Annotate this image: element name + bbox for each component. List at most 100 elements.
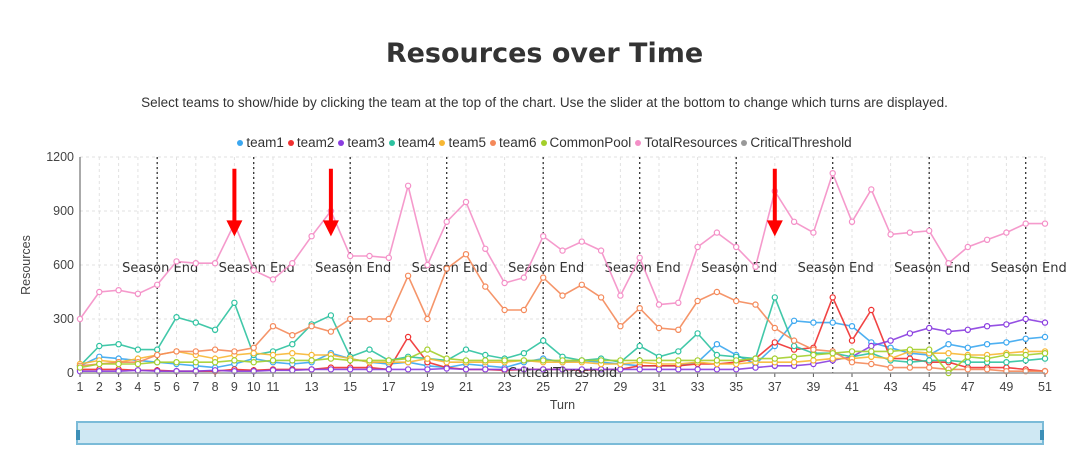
- series-team3: [76, 315, 1049, 375]
- data-point-team3: [926, 324, 933, 332]
- data-point-team5: [289, 350, 296, 357]
- legend-dot-icon: [439, 140, 446, 147]
- turn-range-slider[interactable]: [76, 421, 1044, 445]
- x-tick-label: 41: [845, 380, 859, 394]
- data-point-team6: [250, 344, 257, 351]
- legend-item-team5[interactable]: team5: [439, 135, 486, 150]
- data-point-team3: [1003, 321, 1010, 328]
- data-point-team1: [848, 323, 856, 330]
- data-point-team3: [578, 366, 586, 373]
- x-tick-label: 3: [115, 380, 122, 394]
- data-point-team3: [906, 330, 914, 337]
- legend-label: team4: [397, 135, 436, 150]
- data-point-CommonPool: [1041, 350, 1049, 357]
- legend-label: team6: [498, 135, 537, 150]
- data-point-team2: [848, 337, 856, 344]
- data-point-TotalResources: [829, 169, 836, 177]
- data-point-TotalResources: [308, 232, 315, 240]
- data-point-team6: [501, 306, 508, 314]
- data-point-TotalResources: [289, 260, 296, 267]
- data-point-team6: [424, 315, 431, 323]
- data-point-TotalResources: [76, 315, 84, 323]
- data-point-CommonPool: [906, 346, 914, 353]
- data-point-team3: [617, 366, 624, 373]
- data-point-TotalResources: [250, 267, 257, 274]
- data-point-CommonPool: [559, 357, 566, 364]
- data-point-team6: [578, 281, 586, 288]
- data-point-team4: [173, 314, 180, 321]
- data-point-team3: [983, 323, 991, 330]
- series-TotalResources: [76, 169, 1049, 323]
- data-point-TotalResources: [385, 254, 392, 261]
- data-point-team6: [443, 265, 450, 272]
- legend-item-CommonPool[interactable]: CommonPool: [540, 135, 632, 150]
- data-point-team6: [308, 323, 315, 330]
- data-point-CommonPool: [733, 357, 740, 364]
- x-tick-label: 45: [922, 380, 936, 394]
- x-tick-label: 5: [154, 380, 161, 394]
- data-point-CommonPool: [675, 357, 682, 364]
- data-point-TotalResources: [211, 260, 219, 267]
- legend-dot-icon: [338, 140, 345, 147]
- data-point-CommonPool: [597, 357, 605, 364]
- x-tick-label: 9: [231, 380, 238, 394]
- slider-left-handle[interactable]: [76, 430, 80, 440]
- x-tick-label: 10: [247, 380, 261, 394]
- data-point-team6: [636, 305, 643, 312]
- data-point-CommonPool: [636, 357, 643, 364]
- data-point-TotalResources: [636, 254, 643, 261]
- legend-dot-icon: [388, 140, 395, 147]
- legend-item-team2[interactable]: team2: [287, 135, 334, 150]
- data-point-CommonPool: [231, 357, 238, 364]
- data-point-team6: [926, 364, 933, 371]
- data-point-team6: [733, 297, 740, 305]
- data-point-team4: [713, 351, 721, 359]
- critical-threshold-label: CriticalThreshold: [508, 366, 618, 381]
- legend-label: team5: [448, 135, 486, 150]
- data-point-CommonPool: [752, 355, 759, 362]
- data-point-team2: [829, 294, 836, 301]
- data-point-TotalResources: [810, 229, 817, 236]
- x-tick-label: 27: [575, 380, 589, 394]
- season-end-label: Season End: [122, 261, 198, 276]
- data-point-team6: [385, 315, 392, 323]
- red-arrow-head-icon: [226, 220, 243, 237]
- data-point-TotalResources: [597, 247, 605, 254]
- legend-label: CommonPool: [549, 135, 632, 150]
- legend-item-CriticalThreshold[interactable]: CriticalThreshold: [741, 135, 852, 150]
- data-point-team6: [269, 323, 277, 330]
- legend-item-team3[interactable]: team3: [338, 135, 385, 150]
- data-point-CommonPool: [482, 357, 489, 364]
- x-tick-label: 35: [729, 380, 743, 394]
- data-point-team4: [462, 346, 470, 353]
- data-point-team4: [1041, 355, 1049, 362]
- data-point-team6: [906, 364, 914, 371]
- data-point-team4: [771, 294, 779, 301]
- data-point-TotalResources: [945, 260, 952, 267]
- data-point-team3: [385, 366, 392, 373]
- data-point-team6: [655, 324, 663, 332]
- legend-item-team1[interactable]: team1: [237, 135, 284, 150]
- data-point-team3: [752, 364, 759, 371]
- data-point-team6: [790, 337, 798, 344]
- legend-item-TotalResources[interactable]: TotalResources: [635, 135, 737, 150]
- data-point-team6: [983, 366, 991, 373]
- legend-item-team6[interactable]: team6: [489, 135, 537, 150]
- y-tick-label: 0: [67, 366, 74, 380]
- data-point-team3: [308, 366, 315, 373]
- chart-title: Resources over Time: [385, 38, 704, 69]
- x-tick-label: 25: [536, 380, 550, 394]
- legend-item-team4[interactable]: team4: [388, 135, 436, 150]
- data-point-team6: [462, 250, 470, 258]
- data-point-team3: [269, 367, 277, 374]
- data-point-team3: [733, 366, 740, 373]
- data-point-team4: [134, 346, 142, 353]
- legend-dot-icon: [741, 140, 748, 147]
- data-point-TotalResources: [752, 263, 759, 270]
- slider-right-handle[interactable]: [1040, 430, 1044, 440]
- data-point-team5: [790, 359, 798, 366]
- legend-dot-icon: [237, 140, 244, 147]
- data-point-TotalResources: [848, 218, 856, 225]
- data-point-team5: [810, 357, 817, 364]
- data-point-team6: [520, 306, 528, 314]
